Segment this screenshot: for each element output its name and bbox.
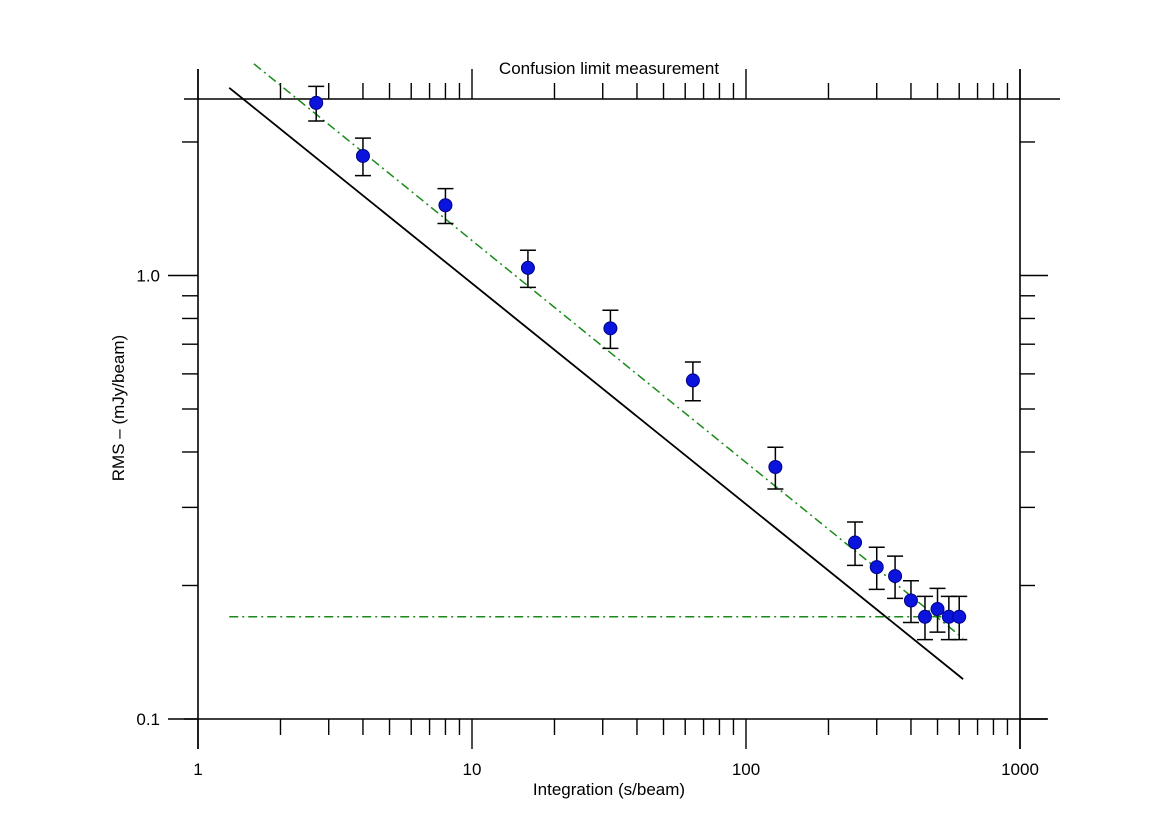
data-point	[903, 593, 918, 608]
data-point	[917, 609, 932, 624]
data-point	[603, 321, 618, 336]
chart-title: Confusion limit measurement	[499, 59, 719, 78]
data-point	[888, 569, 903, 584]
data-point	[952, 609, 967, 624]
axes-frame	[184, 69, 1060, 749]
data-point	[309, 95, 324, 110]
data-point	[869, 560, 884, 575]
data-point	[930, 602, 945, 617]
data-point	[685, 373, 700, 388]
data-point	[768, 459, 783, 474]
x-tick-label: 1000	[1001, 760, 1039, 779]
y-tick-label: 1.0	[136, 266, 160, 285]
axis-ticks	[168, 69, 1048, 749]
data-point	[848, 535, 863, 550]
y-axis-title: RMS – (mJy/beam)	[109, 335, 128, 481]
x-tick-label: 1	[193, 760, 202, 779]
fit-line-dashdot	[253, 63, 964, 639]
data-point	[355, 148, 370, 163]
fit-lines	[228, 63, 964, 680]
x-axis-title: Integration (s/beam)	[533, 780, 685, 799]
data-point	[438, 198, 453, 213]
x-tick-label: 10	[463, 760, 482, 779]
x-tick-label: 100	[732, 760, 760, 779]
fit-line-solid	[228, 87, 964, 680]
data-points	[309, 95, 967, 624]
error-bars	[308, 85, 968, 641]
y-tick-label: 0.1	[136, 710, 160, 729]
tick-labels: 1 10 100 1000 0.1 1.0	[136, 266, 1039, 779]
data-point	[520, 260, 535, 275]
